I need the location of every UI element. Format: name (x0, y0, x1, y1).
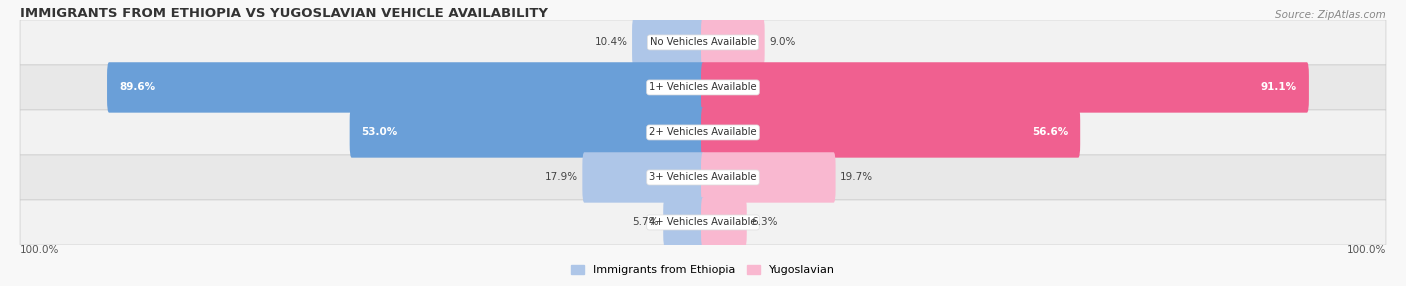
Text: 89.6%: 89.6% (120, 82, 155, 92)
FancyBboxPatch shape (702, 17, 765, 68)
FancyBboxPatch shape (20, 200, 1386, 245)
FancyBboxPatch shape (702, 62, 1309, 113)
Text: 100.0%: 100.0% (1347, 245, 1386, 255)
FancyBboxPatch shape (633, 17, 704, 68)
FancyBboxPatch shape (702, 152, 835, 203)
Text: 4+ Vehicles Available: 4+ Vehicles Available (650, 217, 756, 227)
Text: Source: ZipAtlas.com: Source: ZipAtlas.com (1275, 10, 1386, 20)
FancyBboxPatch shape (350, 107, 704, 158)
Text: 10.4%: 10.4% (595, 37, 627, 47)
Text: 6.3%: 6.3% (751, 217, 778, 227)
FancyBboxPatch shape (20, 110, 1386, 155)
FancyBboxPatch shape (702, 107, 1080, 158)
Text: 56.6%: 56.6% (1032, 128, 1069, 138)
Text: 5.7%: 5.7% (633, 217, 658, 227)
Text: 19.7%: 19.7% (841, 172, 873, 182)
Text: 100.0%: 100.0% (20, 245, 59, 255)
FancyBboxPatch shape (20, 65, 1386, 110)
Text: 9.0%: 9.0% (769, 37, 796, 47)
FancyBboxPatch shape (20, 20, 1386, 65)
Text: 1+ Vehicles Available: 1+ Vehicles Available (650, 82, 756, 92)
Text: 17.9%: 17.9% (544, 172, 578, 182)
Text: 53.0%: 53.0% (361, 128, 398, 138)
Text: 3+ Vehicles Available: 3+ Vehicles Available (650, 172, 756, 182)
Text: IMMIGRANTS FROM ETHIOPIA VS YUGOSLAVIAN VEHICLE AVAILABILITY: IMMIGRANTS FROM ETHIOPIA VS YUGOSLAVIAN … (20, 7, 548, 20)
Text: No Vehicles Available: No Vehicles Available (650, 37, 756, 47)
FancyBboxPatch shape (20, 155, 1386, 200)
Text: 91.1%: 91.1% (1261, 82, 1296, 92)
Text: 2+ Vehicles Available: 2+ Vehicles Available (650, 128, 756, 138)
FancyBboxPatch shape (582, 152, 704, 203)
FancyBboxPatch shape (702, 197, 747, 248)
FancyBboxPatch shape (107, 62, 704, 113)
FancyBboxPatch shape (664, 197, 704, 248)
Legend: Immigrants from Ethiopia, Yugoslavian: Immigrants from Ethiopia, Yugoslavian (567, 261, 839, 280)
